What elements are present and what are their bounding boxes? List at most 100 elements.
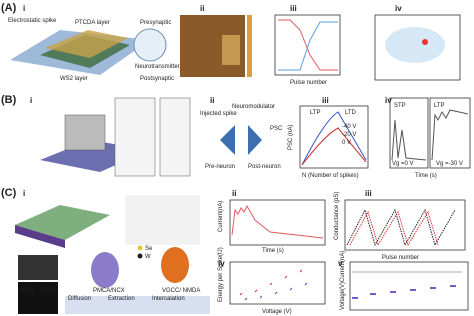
panel-a: (A) i Electrostatic spike PTCDA layer WS… bbox=[1, 2, 461, 86]
neuron-icon bbox=[220, 125, 235, 155]
annotation: Extraction bbox=[108, 296, 135, 302]
subpanel-label: iv bbox=[395, 4, 402, 13]
x-axis-title: Time (s) bbox=[415, 173, 437, 179]
device-substrate bbox=[15, 205, 110, 240]
plot-frame bbox=[429, 97, 471, 169]
legend-entry: -20 V bbox=[342, 132, 356, 138]
x-axis-title: Pulse number bbox=[382, 255, 419, 261]
y-axis-title: Conductance (pS) bbox=[334, 192, 340, 240]
legend-entry: -40 V bbox=[342, 124, 356, 130]
channel-icon bbox=[91, 252, 119, 288]
legend-entry: Se bbox=[145, 246, 153, 252]
lattice-strip bbox=[65, 296, 210, 314]
device-substrate bbox=[15, 225, 65, 248]
plot-frame bbox=[229, 261, 326, 305]
annotation: PSC bbox=[270, 126, 283, 132]
plot-frame bbox=[299, 105, 369, 169]
curve bbox=[431, 109, 469, 161]
annotation: Postsynaptic bbox=[140, 76, 174, 82]
y-axis-title: PSC (nA) bbox=[288, 125, 294, 150]
curve bbox=[231, 204, 324, 239]
x-axis-title: Time (s) bbox=[262, 248, 284, 254]
annotation: PTCDA layer bbox=[75, 20, 110, 26]
markers bbox=[244, 282, 308, 301]
annotation: LTP bbox=[310, 110, 321, 116]
subpanel-label: ii bbox=[210, 96, 214, 105]
annotation: Pre-neuron bbox=[205, 164, 235, 170]
subpanel-label: iv bbox=[385, 96, 392, 105]
subpanel-label: iv bbox=[218, 259, 225, 268]
x-axis-title: Voltage (V) bbox=[262, 309, 292, 315]
curve bbox=[346, 208, 456, 247]
subpanel-label: iii bbox=[322, 96, 329, 105]
crystal-structure bbox=[125, 195, 200, 245]
annotation: WS2 layer bbox=[60, 76, 88, 82]
annotation: Electrostatic spike bbox=[8, 18, 57, 24]
annotation: LTD bbox=[345, 110, 357, 116]
curve bbox=[278, 21, 338, 71]
plot-frame bbox=[344, 199, 466, 251]
plot-frame bbox=[229, 199, 326, 246]
plot-frame bbox=[274, 14, 341, 76]
subpanel-label: i bbox=[23, 189, 25, 198]
neuron-icon bbox=[248, 125, 262, 155]
annotation: Neuromodulator bbox=[232, 104, 275, 110]
annotation: Presynaptic bbox=[140, 20, 171, 26]
panel-label: (B) bbox=[1, 94, 17, 106]
y-axis-title: Energy per Spike(fJ) bbox=[218, 247, 224, 302]
annotation: LTP bbox=[434, 103, 445, 109]
plot-frame bbox=[374, 14, 461, 81]
panel-label: (A) bbox=[1, 2, 17, 14]
annotation: Intercalation bbox=[152, 296, 185, 302]
region bbox=[385, 27, 445, 63]
curve bbox=[391, 119, 427, 161]
color-bar bbox=[247, 15, 252, 77]
annotation: Neurotransmitter bbox=[135, 64, 180, 70]
panel-b: (B) i ii Injected spike Neuromodulator P… bbox=[1, 94, 471, 179]
curve bbox=[301, 127, 367, 166]
crystal-zoom bbox=[159, 97, 191, 177]
ptcda-layer bbox=[45, 30, 128, 58]
curve bbox=[301, 111, 367, 166]
crystal-zoom bbox=[114, 97, 156, 177]
subpanel-label: i bbox=[30, 96, 32, 105]
subpanel-label: iii bbox=[365, 189, 372, 198]
y-axis-title: Current(nA) bbox=[340, 251, 346, 282]
annotation: PMCA/NCX bbox=[93, 288, 125, 294]
annotation: VGCC/ NMDA bbox=[162, 288, 200, 294]
annotation: STP bbox=[394, 103, 406, 109]
legend-entry: 0 V bbox=[342, 140, 351, 146]
annotation: Post-neuron bbox=[248, 164, 281, 170]
plot-frame bbox=[389, 97, 429, 169]
y-axis-title: Current(nA) bbox=[218, 201, 224, 232]
legend-symbol bbox=[137, 245, 143, 251]
legend-entry: W bbox=[145, 254, 151, 260]
x-axis-title: Pulse number bbox=[290, 80, 327, 86]
panel-c: (C) i Se W (130) (002) PMCA/NCX VGCC/ NM… bbox=[1, 187, 469, 315]
subpanel-label: iii bbox=[290, 4, 297, 13]
subpanel-label: ii bbox=[232, 189, 236, 198]
point bbox=[422, 39, 428, 45]
tem-image bbox=[18, 255, 58, 280]
curve bbox=[349, 210, 439, 247]
panel-label: (C) bbox=[1, 187, 17, 199]
annotation: Vg =0 V bbox=[392, 161, 414, 167]
channel-icon bbox=[161, 247, 189, 283]
curve bbox=[278, 19, 338, 71]
afm-highlight bbox=[222, 35, 240, 65]
subpanel-label: ii bbox=[200, 4, 204, 13]
plot-frame bbox=[349, 261, 469, 311]
y-axis-title: Voltage(V) bbox=[340, 282, 346, 310]
x-axis-title: N (Number of spikes) bbox=[302, 173, 359, 179]
device-stack bbox=[64, 114, 106, 151]
markers bbox=[239, 269, 303, 296]
subpanel-label: i bbox=[23, 4, 25, 13]
annotation: (002) bbox=[40, 288, 54, 294]
pulses bbox=[352, 285, 456, 299]
subpanel-label: v bbox=[338, 259, 343, 268]
synapse-icon bbox=[133, 28, 167, 62]
legend-symbol bbox=[137, 253, 143, 259]
annotation: Vg =-30 V bbox=[436, 161, 463, 167]
diffraction-image bbox=[18, 282, 58, 314]
